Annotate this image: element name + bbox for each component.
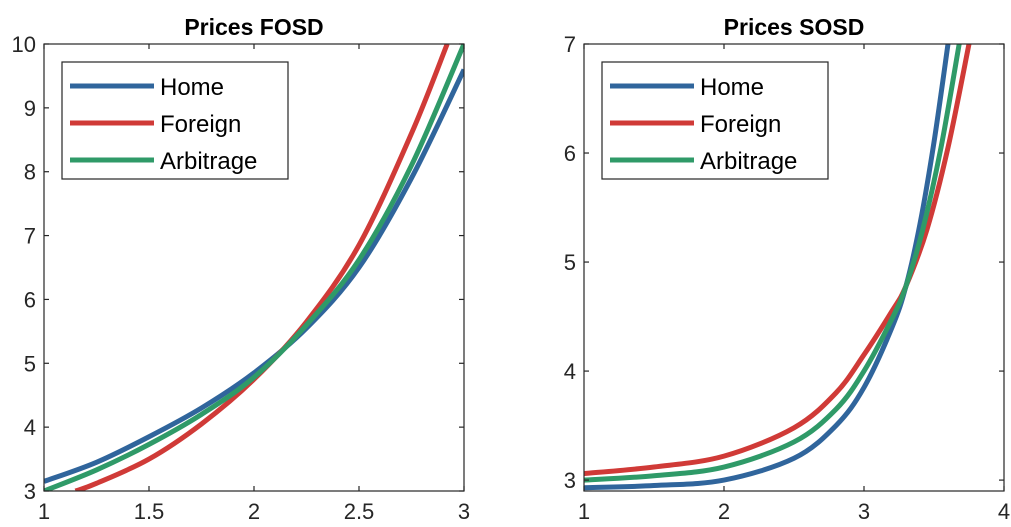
x-tick-label: 1 <box>578 499 590 524</box>
legend: Home Foreign Arbitrage <box>601 61 829 180</box>
series-line-foreign <box>584 44 972 477</box>
chart-panel-sosd: Prices SOSD 1 2 3 4 3 4 5 6 7 Home Foreign Arbitrag… <box>564 14 1010 524</box>
x-tick-label: 2 <box>248 499 260 524</box>
legend: Home Foreign Arbitrage <box>61 61 289 180</box>
y-tick-label: 6 <box>24 287 36 312</box>
series-line-home <box>584 44 951 491</box>
legend-label: Home <box>700 74 764 101</box>
y-tick-label: 7 <box>564 32 576 57</box>
axes-box <box>583 43 1005 492</box>
legend-label: Home <box>160 74 224 101</box>
x-tick-label: 2 <box>718 499 730 524</box>
x-tick-label: 3 <box>858 499 870 524</box>
y-tick-label: 8 <box>24 160 36 185</box>
y-tick-label: 9 <box>24 96 36 121</box>
chart-title: Prices FOSD <box>184 14 323 40</box>
x-tick-label: 1.5 <box>134 499 165 524</box>
series-line-arbitrage <box>584 44 962 483</box>
chart-panel-fosd: Prices FOSD 1 1.5 2 2.5 3 3 4 5 6 7 8 9 10 Home Foreig… <box>12 14 471 524</box>
y-tick-label: 4 <box>24 415 36 440</box>
y-tick-label: 4 <box>564 359 576 384</box>
y-tick-label: 5 <box>24 351 36 376</box>
legend-label: Arbitrage <box>160 148 257 175</box>
x-tick-label: 4 <box>998 499 1010 524</box>
x-tick-label: 2.5 <box>344 499 375 524</box>
y-tick-label: 3 <box>564 468 576 493</box>
series-lines <box>584 44 972 491</box>
y-tick-label: 10 <box>12 32 36 57</box>
y-tick-label: 3 <box>24 479 36 504</box>
y-tick-label: 5 <box>564 250 576 275</box>
chart-title: Prices SOSD <box>724 14 865 40</box>
legend-label: Foreign <box>700 111 781 138</box>
legend-label: Foreign <box>160 111 241 138</box>
series-lines <box>44 44 464 491</box>
y-tick-label: 7 <box>24 224 36 249</box>
y-tick-label: 6 <box>564 141 576 166</box>
legend-label: Arbitrage <box>700 148 797 175</box>
x-tick-label: 3 <box>458 499 470 524</box>
x-tick-label: 1 <box>38 499 50 524</box>
series-line-arbitrage <box>44 44 464 491</box>
